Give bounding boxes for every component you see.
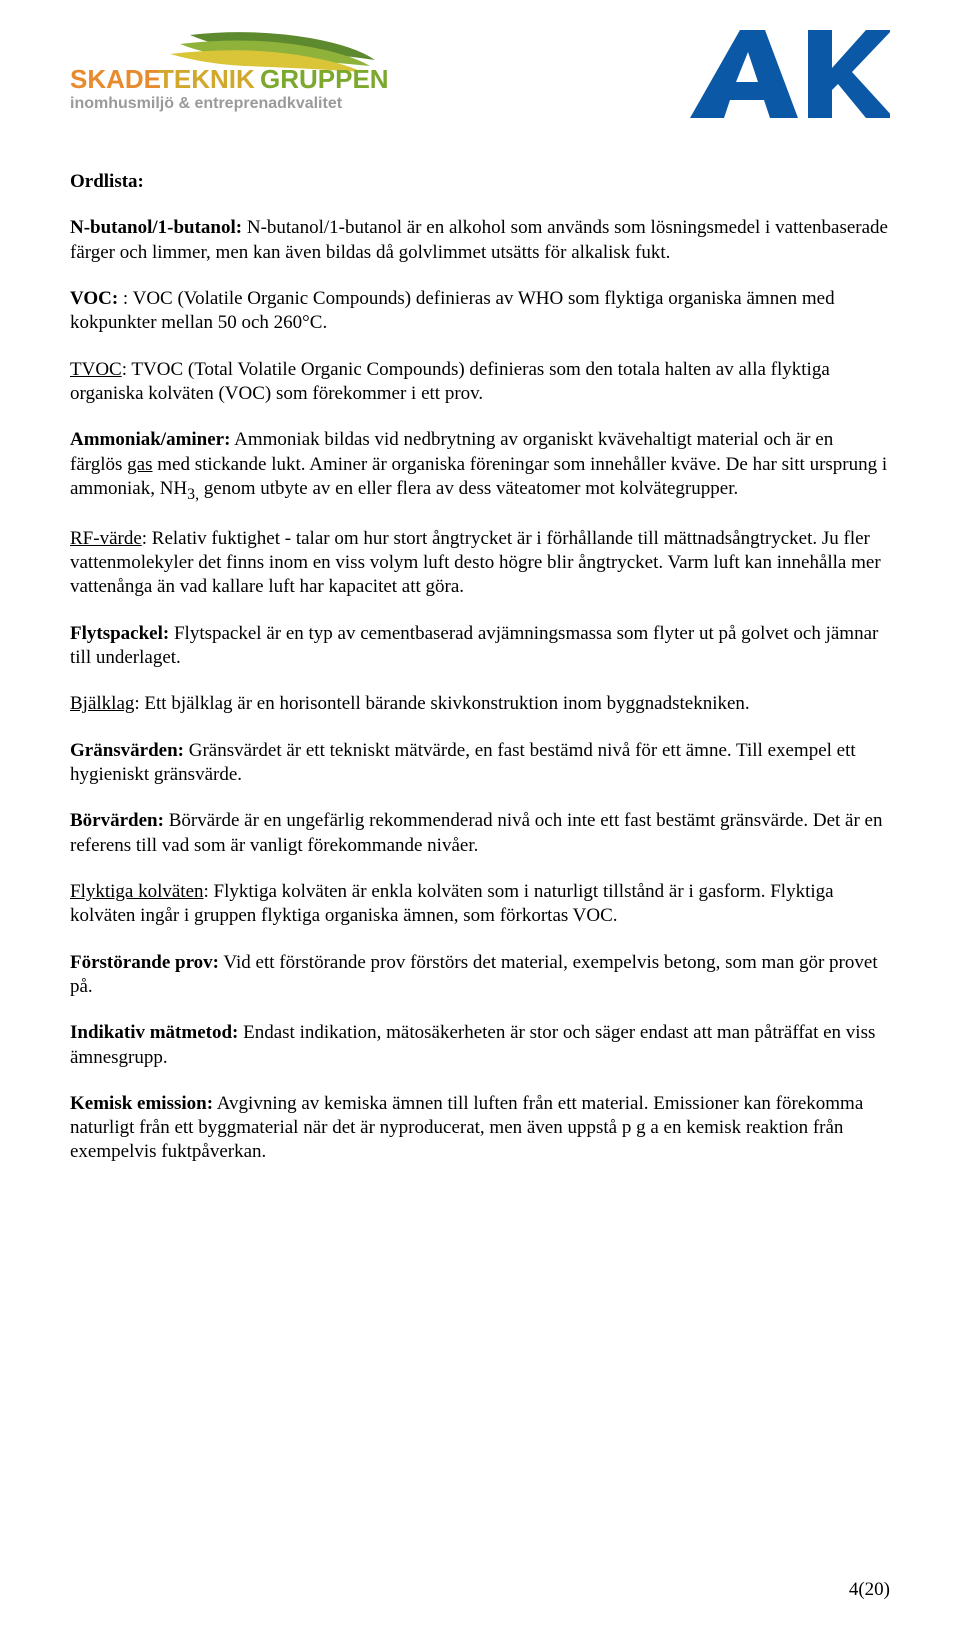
text-rf-varde: : Relativ fuktighet - talar om hur stort… (70, 528, 881, 598)
term-tvoc: TVOC (70, 359, 122, 380)
entry-flyktiga-kolvaten: Flyktiga kolväten: Flyktiga kolväten är … (70, 880, 890, 929)
text-tvoc: : TVOC (Total Volatile Organic Compounds… (70, 359, 830, 404)
term-kemisk-emission: Kemisk emission: (70, 1093, 213, 1114)
link-gas[interactable]: gas (127, 454, 152, 475)
logo-left-line2: inomhusmiljö & entreprenadkvalitet (70, 95, 343, 112)
text-gransvarden: Gränsvärdet är ett tekniskt mätvärde, en… (70, 740, 856, 785)
term-n-butanol: N-butanol/1-butanol: (70, 217, 242, 238)
term-indikativ-matmetod: Indikativ mätmetod: (70, 1022, 238, 1043)
subscript-nh3: 3, (187, 486, 199, 503)
term-borvarden: Börvärden: (70, 810, 164, 831)
logo-left-line1c: GRUPPEN (260, 64, 389, 94)
page-container: SKADE TEKNIK GRUPPEN inomhusmiljö & entr… (0, 0, 960, 1631)
entry-forstorande-prov: Förstörande prov: Vid ett förstörande pr… (70, 951, 890, 1000)
term-rf-varde: RF-värde (70, 528, 142, 549)
entry-rf-varde: RF-värde: Relativ fuktighet - talar om h… (70, 527, 890, 600)
term-voc: VOC: (70, 288, 118, 309)
entry-indikativ-matmetod: Indikativ mätmetod: Endast indikation, m… (70, 1021, 890, 1070)
entry-flytspackel: Flytspackel: Flytspackel är en typ av ce… (70, 622, 890, 671)
page-number: 4(20) (849, 1579, 890, 1601)
term-bjalklag: Bjälklag (70, 693, 134, 714)
entry-kemisk-emission: Kemisk emission: Avgivning av kemiska äm… (70, 1092, 890, 1165)
text-flytspackel: Flytspackel är en typ av cementbaserad a… (70, 623, 878, 668)
text-bjalklag: : Ett bjälklag är en horisontell bärande… (134, 693, 749, 714)
header: SKADE TEKNIK GRUPPEN inomhusmiljö & entr… (70, 30, 890, 120)
text-ammoniak-tail: genom utbyte av en eller flera av dess v… (199, 478, 738, 499)
text-voc: : VOC (Volatile Organic Compounds) defin… (70, 288, 835, 333)
term-flyktiga-kolvaten: Flyktiga kolväten (70, 881, 204, 902)
term-forstorande-prov: Förstörande prov: (70, 952, 219, 973)
entry-borvarden: Börvärden: Börvärde är en ungefärlig rek… (70, 809, 890, 858)
text-borvarden: Börvärde är en ungefärlig rekommenderad … (70, 810, 882, 855)
logo-right-icon (680, 30, 890, 120)
entry-voc: VOC: : VOC (Volatile Organic Compounds) … (70, 287, 890, 336)
logo-ak (680, 30, 890, 120)
logo-skadeteknikgruppen: SKADE TEKNIK GRUPPEN inomhusmiljö & entr… (70, 30, 410, 115)
logo-left-icon: SKADE TEKNIK GRUPPEN inomhusmiljö & entr… (70, 30, 410, 115)
term-flytspackel: Flytspackel: (70, 623, 169, 644)
term-gransvarden: Gränsvärden: (70, 740, 184, 761)
document-body: Ordlista: N-butanol/1-butanol: N-butanol… (70, 170, 890, 1165)
entry-ammoniak: Ammoniak/aminer: Ammoniak bildas vid ned… (70, 428, 890, 505)
entry-tvoc: TVOC: TVOC (Total Volatile Organic Compo… (70, 358, 890, 407)
logo-left-line1b: TEKNIK (158, 64, 255, 94)
entry-bjalklag: Bjälklag: Ett bjälklag är en horisontell… (70, 692, 890, 716)
term-ammoniak: Ammoniak/aminer: (70, 429, 230, 450)
entry-n-butanol: N-butanol/1-butanol: N-butanol/1-butanol… (70, 216, 890, 265)
glossary-heading: Ordlista: (70, 170, 890, 194)
entry-gransvarden: Gränsvärden: Gränsvärdet är ett tekniskt… (70, 739, 890, 788)
logo-left-line1: SKADE (70, 64, 161, 94)
